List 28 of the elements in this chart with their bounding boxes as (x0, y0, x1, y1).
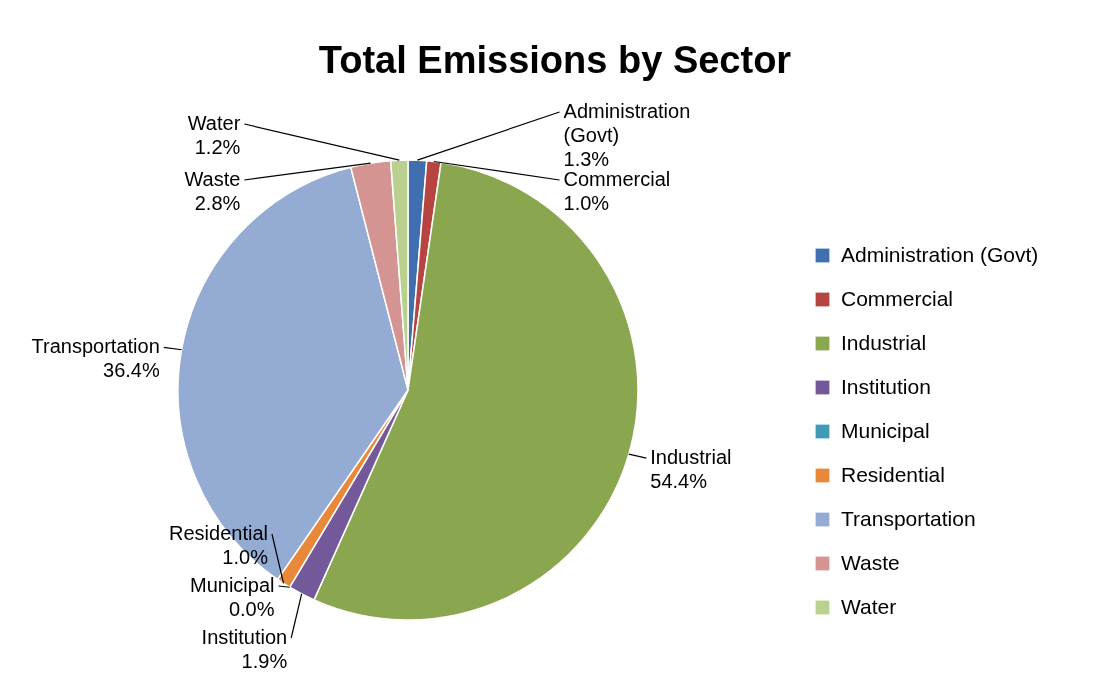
slice-label: Residential (169, 522, 268, 544)
slice-label: Waste (184, 168, 241, 190)
slice-label: Commercial (563, 168, 671, 190)
legend-label: Transportation (841, 506, 976, 530)
legend-label: Administration (Govt) (841, 242, 1039, 266)
data-label: 54.4% (650, 470, 708, 493)
legend-label: Institution (841, 374, 931, 398)
legend-label: Industrial (841, 330, 927, 354)
slice-label: Industrial (650, 446, 732, 469)
category-label: Municipal (189, 574, 275, 596)
slice-label: Administration (Govt) (563, 100, 691, 146)
legend-label: Municipal (841, 418, 930, 442)
data-label: 36.4% (103, 359, 160, 382)
legend-label: Residential (841, 462, 945, 486)
data-label: 1.9% (241, 650, 288, 672)
slice-label: Institution (201, 626, 288, 648)
chart-title: Total Emissions by Sector (318, 39, 792, 81)
data-label: 1.0% (222, 546, 269, 568)
data-label: 1.2% (194, 136, 241, 158)
text: 0.0% (228, 598, 275, 620)
data-label: 2.8% (194, 192, 241, 214)
data-label: 1.3% (563, 148, 610, 170)
slice-label: Water (187, 112, 241, 134)
slice-label: Transportation (31, 335, 160, 358)
legend-label: Water (841, 594, 897, 618)
legend-label: Commercial (841, 286, 954, 310)
legend-label: Waste (841, 550, 900, 574)
data-label: 1.0% (563, 192, 610, 214)
